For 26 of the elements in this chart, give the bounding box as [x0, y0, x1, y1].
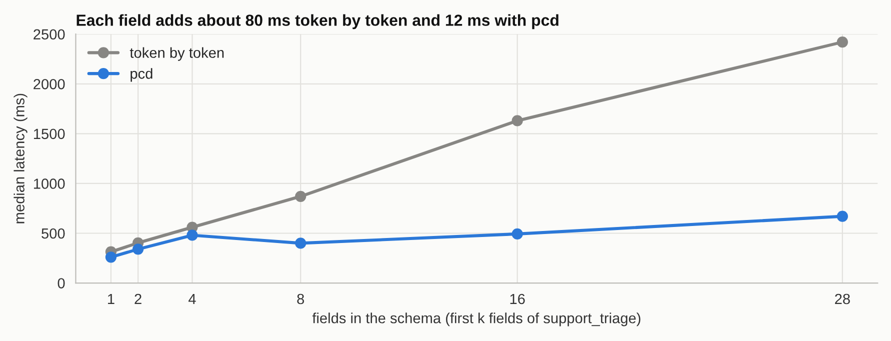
point: [295, 238, 306, 249]
point: [295, 190, 306, 202]
y-tick-label: 1000: [34, 178, 65, 189]
point: [836, 36, 848, 48]
point: [132, 244, 144, 255]
y-tick-label: 0: [58, 278, 65, 288]
x-tick-label: 2: [134, 294, 142, 304]
y-tick-label: 1500: [34, 128, 65, 140]
point: [836, 210, 848, 222]
chart-title: Each field adds about 80 ms token by token and 12 ms with pcd: [76, 14, 558, 30]
legend-label: pcd: [130, 68, 152, 82]
y-tick-label: 2500: [34, 29, 65, 40]
point: [512, 115, 523, 126]
y-axis-title: median latency (ms): [14, 94, 28, 224]
x-axis-title: fields in the schema (first k fields of support_triage): [312, 312, 640, 326]
x-tick-label: 4: [188, 294, 196, 304]
y-tick-label: 2000: [34, 78, 65, 90]
x-tick-label: 8: [297, 294, 304, 304]
legend-label: token by token: [130, 47, 224, 61]
point: [186, 230, 198, 241]
x-tick-label: 1: [108, 294, 114, 304]
point: [512, 228, 523, 240]
x-tick-label: 16: [510, 294, 525, 304]
point: [105, 252, 117, 263]
y-tick-label: 500: [42, 228, 65, 239]
x-tick-label: 28: [835, 294, 850, 304]
